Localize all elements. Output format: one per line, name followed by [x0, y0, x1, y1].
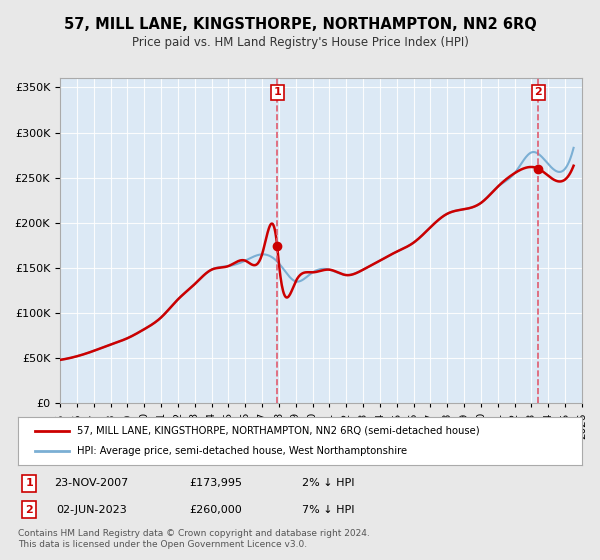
Text: 57, MILL LANE, KINGSTHORPE, NORTHAMPTON, NN2 6RQ (semi-detached house): 57, MILL LANE, KINGSTHORPE, NORTHAMPTON,… [77, 426, 480, 436]
Text: Price paid vs. HM Land Registry's House Price Index (HPI): Price paid vs. HM Land Registry's House … [131, 36, 469, 49]
Text: £260,000: £260,000 [189, 505, 242, 515]
Text: 23-NOV-2007: 23-NOV-2007 [54, 478, 128, 488]
Text: 1: 1 [274, 87, 281, 97]
Text: 57, MILL LANE, KINGSTHORPE, NORTHAMPTON, NN2 6RQ: 57, MILL LANE, KINGSTHORPE, NORTHAMPTON,… [64, 17, 536, 32]
Text: 02-JUN-2023: 02-JUN-2023 [56, 505, 127, 515]
Text: 1: 1 [25, 478, 33, 488]
Text: 2: 2 [535, 87, 542, 97]
Text: 2: 2 [25, 505, 33, 515]
Text: 2% ↓ HPI: 2% ↓ HPI [302, 478, 355, 488]
Text: £173,995: £173,995 [189, 478, 242, 488]
Text: Contains HM Land Registry data © Crown copyright and database right 2024.
This d: Contains HM Land Registry data © Crown c… [18, 529, 370, 549]
Text: 7% ↓ HPI: 7% ↓ HPI [302, 505, 355, 515]
Text: HPI: Average price, semi-detached house, West Northamptonshire: HPI: Average price, semi-detached house,… [77, 446, 407, 456]
